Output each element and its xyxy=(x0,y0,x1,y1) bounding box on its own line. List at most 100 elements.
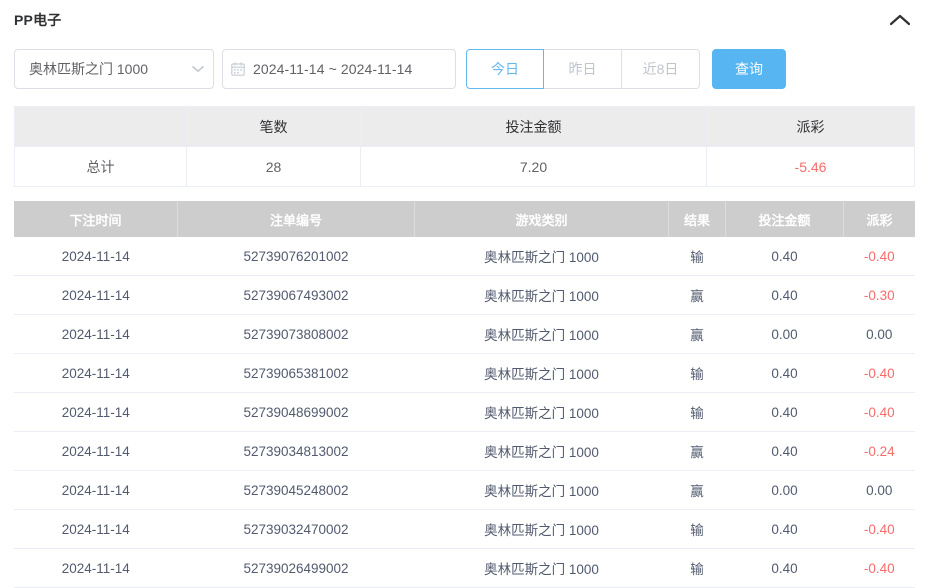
detail-cell-payout: 0.00 xyxy=(843,470,915,510)
detail-cell-order-no: 52739045248002 xyxy=(177,470,415,510)
detail-cell-order-no: 52739048699002 xyxy=(177,392,415,432)
summary-total-payout: -5.46 xyxy=(706,146,915,187)
detail-header-row: 下注时间 注单编号 游戏类别 结果 投注金额 派彩 xyxy=(14,201,915,237)
summary-table: 笔数 投注金额 派彩 总计 28 7.20 -5.46 xyxy=(14,106,915,187)
detail-cell-game: 奥林匹斯之门 1000 xyxy=(414,237,669,276)
detail-cell-bet: 0.40 xyxy=(725,431,844,471)
detail-cell-result: 赢 xyxy=(668,431,726,471)
detail-col-payout: 派彩 xyxy=(843,201,915,237)
detail-cell-time: 2024-11-14 xyxy=(14,548,178,588)
detail-body: 2024-11-14 52739076201002 奥林匹斯之门 1000 输 0.40… xyxy=(14,237,915,588)
detail-cell-payout: -0.24 xyxy=(843,431,915,471)
detail-col-result: 结果 xyxy=(668,201,726,237)
calendar-icon xyxy=(223,62,253,76)
detail-cell-time: 2024-11-14 xyxy=(14,314,178,354)
detail-cell-order-no: 52739026499002 xyxy=(177,548,415,588)
detail-cell-result: 赢 xyxy=(668,275,726,315)
detail-cell-game: 奥林匹斯之门 1000 xyxy=(414,431,669,471)
table-row[interactable]: 2024-11-14 52739032470002 奥林匹斯之门 1000 输 0.40… xyxy=(14,509,915,549)
quick-range-last8days[interactable]: 近8日 xyxy=(622,49,700,89)
table-row[interactable]: 2024-11-14 52739026499002 奥林匹斯之门 1000 输 0.40… xyxy=(14,548,915,588)
panel-header: PP电子 xyxy=(0,0,932,40)
detail-cell-result: 输 xyxy=(668,509,726,549)
table-row[interactable]: 2024-11-14 52739045248002 奥林匹斯之门 1000 赢 0.00… xyxy=(14,470,915,510)
table-row[interactable]: 2024-11-14 52739067493002 奥林匹斯之门 1000 赢 0.40… xyxy=(14,275,915,315)
chevron-down-icon xyxy=(183,65,213,73)
detail-col-game: 游戏类别 xyxy=(414,201,669,237)
quick-range-group: 今日 昨日 近8日 xyxy=(466,49,700,89)
summary-total-count: 28 xyxy=(186,146,361,187)
detail-cell-time: 2024-11-14 xyxy=(14,237,178,276)
detail-cell-result: 输 xyxy=(668,237,726,276)
detail-cell-order-no: 52739076201002 xyxy=(177,237,415,276)
detail-cell-payout: -0.30 xyxy=(843,275,915,315)
summary-col-bet: 投注金额 xyxy=(360,106,707,147)
quick-range-today[interactable]: 今日 xyxy=(466,49,544,89)
query-button[interactable]: 查询 xyxy=(712,49,786,89)
detail-cell-order-no: 52739065381002 xyxy=(177,353,415,393)
detail-cell-game: 奥林匹斯之门 1000 xyxy=(414,392,669,432)
detail-cell-bet: 0.40 xyxy=(725,392,844,432)
detail-cell-order-no: 52739034813002 xyxy=(177,431,415,471)
detail-cell-result: 输 xyxy=(668,548,726,588)
detail-cell-payout: -0.40 xyxy=(843,548,915,588)
detail-cell-bet: 0.00 xyxy=(725,314,844,354)
summary-header-row: 笔数 投注金额 派彩 xyxy=(14,106,915,147)
detail-cell-game: 奥林匹斯之门 1000 xyxy=(414,353,669,393)
detail-cell-time: 2024-11-14 xyxy=(14,470,178,510)
table-row[interactable]: 2024-11-14 52739065381002 奥林匹斯之门 1000 输 0.40… xyxy=(14,353,915,393)
page-title: PP电子 xyxy=(14,12,62,28)
detail-cell-payout: -0.40 xyxy=(843,392,915,432)
quick-range-yesterday[interactable]: 昨日 xyxy=(544,49,622,89)
detail-cell-order-no: 52739032470002 xyxy=(177,509,415,549)
table-row[interactable]: 2024-11-14 52739048699002 奥林匹斯之门 1000 输 0.40… xyxy=(14,392,915,432)
summary-col-count: 笔数 xyxy=(186,106,361,147)
detail-cell-time: 2024-11-14 xyxy=(14,353,178,393)
detail-cell-bet: 0.40 xyxy=(725,237,844,276)
detail-cell-bet: 0.40 xyxy=(725,548,844,588)
detail-table: 下注时间 注单编号 游戏类别 结果 投注金额 派彩 2024-11-14 5273… xyxy=(14,201,915,588)
detail-col-bet: 投注金额 xyxy=(725,201,844,237)
detail-cell-game: 奥林匹斯之门 1000 xyxy=(414,275,669,315)
date-range-input[interactable]: 2024-11-14 ~ 2024-11-14 xyxy=(222,49,456,89)
detail-cell-order-no: 52739073808002 xyxy=(177,314,415,354)
detail-cell-result: 输 xyxy=(668,392,726,432)
detail-cell-result: 赢 xyxy=(668,314,726,354)
detail-cell-bet: 0.40 xyxy=(725,509,844,549)
detail-cell-order-no: 52739067493002 xyxy=(177,275,415,315)
game-select[interactable]: 奥林匹斯之门 1000 xyxy=(14,49,214,89)
detail-cell-result: 赢 xyxy=(668,470,726,510)
detail-cell-payout: -0.40 xyxy=(843,353,915,393)
detail-cell-game: 奥林匹斯之门 1000 xyxy=(414,314,669,354)
detail-cell-game: 奥林匹斯之门 1000 xyxy=(414,509,669,549)
detail-cell-payout: 0.00 xyxy=(843,314,915,354)
detail-cell-time: 2024-11-14 xyxy=(14,275,178,315)
detail-cell-bet: 0.40 xyxy=(725,353,844,393)
detail-cell-payout: -0.40 xyxy=(843,237,915,276)
table-row[interactable]: 2024-11-14 52739076201002 奥林匹斯之门 1000 输 0.40… xyxy=(14,237,915,276)
filter-bar: 奥林匹斯之门 1000 xyxy=(0,40,932,92)
detail-cell-bet: 0.00 xyxy=(725,470,844,510)
detail-cell-result: 输 xyxy=(668,353,726,393)
detail-col-order-no: 注单编号 xyxy=(177,201,415,237)
detail-cell-payout: -0.40 xyxy=(843,509,915,549)
summary-total-row: 总计 28 7.20 -5.46 xyxy=(14,146,915,187)
detail-cell-game: 奥林匹斯之门 1000 xyxy=(414,548,669,588)
date-range-value: 2024-11-14 ~ 2024-11-14 xyxy=(253,61,413,77)
chevron-up-icon[interactable] xyxy=(886,6,914,34)
detail-cell-time: 2024-11-14 xyxy=(14,509,178,549)
detail-cell-bet: 0.40 xyxy=(725,275,844,315)
detail-col-time: 下注时间 xyxy=(14,201,178,237)
game-select-value: 奥林匹斯之门 1000 xyxy=(29,61,149,77)
detail-cell-time: 2024-11-14 xyxy=(14,392,178,432)
summary-total-bet: 7.20 xyxy=(360,146,707,187)
detail-cell-time: 2024-11-14 xyxy=(14,431,178,471)
summary-total-label: 总计 xyxy=(14,146,187,187)
detail-table-wrapper: 下注时间 注单编号 游戏类别 结果 投注金额 派彩 2024-11-14 5273… xyxy=(14,201,915,588)
summary-col-payout: 派彩 xyxy=(706,106,915,147)
summary-col-blank xyxy=(14,106,187,147)
table-row[interactable]: 2024-11-14 52739034813002 奥林匹斯之门 1000 赢 0.40… xyxy=(14,431,915,471)
table-row[interactable]: 2024-11-14 52739073808002 奥林匹斯之门 1000 赢 0.00… xyxy=(14,314,915,354)
detail-cell-game: 奥林匹斯之门 1000 xyxy=(414,470,669,510)
